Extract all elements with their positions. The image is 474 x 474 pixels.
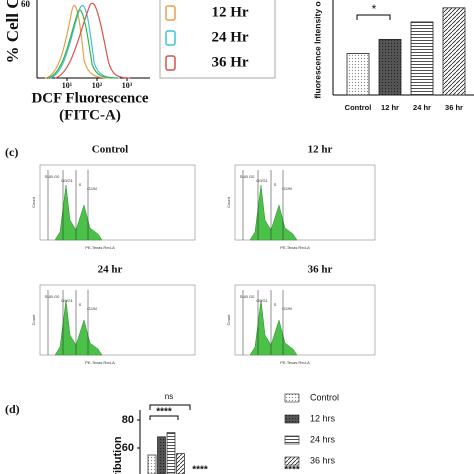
x-axis-label-sub: (FITC-A) xyxy=(59,107,121,123)
x-axis-label: PE-Texas Red-A xyxy=(280,245,310,250)
significance-label: **** xyxy=(192,465,208,474)
bar xyxy=(147,454,157,474)
y-axis-label: Count xyxy=(31,196,36,208)
y-tick-label: 80 xyxy=(122,414,134,426)
legend-label: 24 hrs xyxy=(310,434,336,444)
legend-label: Control xyxy=(310,392,339,402)
plot-frame xyxy=(39,164,196,241)
x-axis-label: PE-Texas Red-A xyxy=(280,360,310,365)
x-axis-label: PE-Texas Red-A xyxy=(85,245,115,250)
legend-swatch xyxy=(284,435,300,445)
x-tick-label: 36 hr xyxy=(445,103,463,112)
x-tick-label: Control xyxy=(345,103,372,112)
panel-label: (d) xyxy=(5,402,20,416)
gate-label: G2/M xyxy=(282,306,292,311)
bar xyxy=(346,53,370,96)
plot-title: 24 hr xyxy=(98,264,123,276)
legend-label: 12 Hr xyxy=(211,4,248,20)
significance-label: * xyxy=(372,2,377,16)
x-tick-label: 24 hr xyxy=(413,103,431,112)
legend-swatch xyxy=(165,30,176,46)
histogram-curve xyxy=(47,9,119,79)
legend-swatch xyxy=(165,5,176,21)
x-tick-label: 10¹ xyxy=(62,81,73,90)
gate-label: G2/M xyxy=(87,306,97,311)
panel-label: (c) xyxy=(5,145,18,159)
significance-bracket xyxy=(149,404,191,410)
gate-label: SUB G0 xyxy=(240,294,255,299)
bar xyxy=(157,436,166,474)
y-axis-label: fluorescence Intensity o xyxy=(312,1,322,98)
gate-label: G0/G1 xyxy=(256,298,269,303)
gate-label: S xyxy=(79,302,82,307)
histogram-fill xyxy=(54,184,103,241)
y-axis-label: Count xyxy=(226,314,231,326)
x-axis-label: PE-Texas Red-A xyxy=(85,360,115,365)
plot-title: 12 hr xyxy=(308,144,333,156)
gate-label: G0/G1 xyxy=(61,298,74,303)
plot-frame xyxy=(234,284,376,356)
bar xyxy=(166,432,176,474)
legend-swatch xyxy=(165,55,176,71)
x-tick-label: 12 hr xyxy=(381,103,399,112)
gate-label: SUB G0 xyxy=(240,174,255,179)
histogram-curve xyxy=(49,5,121,79)
y-tick-label: 60 xyxy=(122,442,134,454)
flow-histogram: % Cell C DCF Fluorescence (FITC-A) xyxy=(3,0,276,123)
gate-label: SUB G0 xyxy=(45,294,60,299)
gate-label: G2/M xyxy=(87,186,97,191)
legend-swatch xyxy=(284,393,300,403)
plot-title: 36 hr xyxy=(308,264,333,276)
significance-label: **** xyxy=(156,407,172,418)
y-axis-label: Count xyxy=(31,314,36,326)
gate-label: S xyxy=(79,182,82,187)
gate-label: G0/G1 xyxy=(61,178,74,183)
legend-label: 12 hrs xyxy=(310,413,336,423)
legend-label: 24 Hr xyxy=(211,29,248,45)
legend-label: 36 Hr xyxy=(211,54,248,70)
histogram-curve xyxy=(44,5,111,79)
gate-label: G0/G1 xyxy=(256,178,269,183)
significance-label: **** xyxy=(284,465,300,474)
bar xyxy=(442,7,466,96)
distribution-bar-chart: ntribution ns **** **** **** xyxy=(112,392,300,474)
plot-frame xyxy=(39,284,196,356)
y-tick-label: 60 xyxy=(21,0,31,9)
bar xyxy=(378,38,402,96)
legend-swatch xyxy=(284,456,300,466)
significance-label: ns xyxy=(165,392,173,401)
plot-title: Control xyxy=(92,144,128,156)
gate-label: S xyxy=(274,302,277,307)
bar xyxy=(176,453,185,474)
x-tick-label: 10² xyxy=(92,81,103,90)
y-axis-label: ntribution xyxy=(112,436,124,474)
plot-frame xyxy=(234,164,376,241)
gate-label: G2/M xyxy=(282,186,292,191)
gate-label: SUB G0 xyxy=(45,174,60,179)
histogram-curve xyxy=(54,2,131,79)
legend-swatch xyxy=(284,414,300,424)
histogram-fill xyxy=(249,184,298,241)
significance-bracket xyxy=(149,415,179,420)
x-axis-label: DCF Fluorescence xyxy=(31,90,148,106)
legend-label: 36 hrs xyxy=(310,455,336,465)
legend-box xyxy=(159,0,276,79)
x-tick-label: 10³ xyxy=(122,81,133,90)
y-axis-label: Count xyxy=(226,196,231,208)
y-axis-label: % Cell C xyxy=(3,0,22,64)
bar xyxy=(410,21,434,96)
significance-bracket xyxy=(356,14,391,20)
gate-label: S xyxy=(274,182,277,187)
